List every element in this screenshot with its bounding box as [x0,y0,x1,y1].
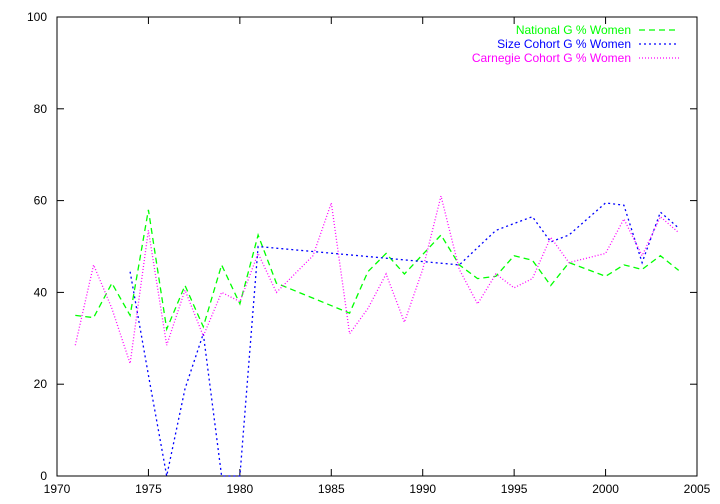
x-tick-label: 1980 [227,482,254,496]
x-tick-label: 2005 [684,482,711,496]
x-tick-label: 1990 [409,482,436,496]
y-tick-label: 80 [34,102,48,116]
y-tick-label: 40 [34,285,48,299]
series-line-1 [75,209,680,332]
x-tick-label: 1975 [135,482,162,496]
y-tick-label: 20 [34,377,48,391]
y-tick-label: 100 [27,10,47,24]
series-lines [74,195,680,477]
y-tick-label: 60 [34,194,48,208]
x-tick-label: 2000 [592,482,619,496]
series-line-3 [74,195,680,364]
axis-ticks: 1970 1975 1980 1985 1990 1995 2000 2005 0 20 40 60 8… [27,10,711,496]
x-tick-label: 1995 [501,482,528,496]
x-tick-label: 1970 [44,482,71,496]
y-tick-label: 0 [40,469,47,483]
x-tick-label: 1985 [318,482,345,496]
series-line-2 [129,202,680,477]
legend-label-1: National G % Women [516,23,631,37]
plot-frame [56,16,698,477]
legend-label-2: Size Cohort G % Women [497,37,631,51]
legend-label-3: Carnegie Cohort G % Women [472,51,631,65]
